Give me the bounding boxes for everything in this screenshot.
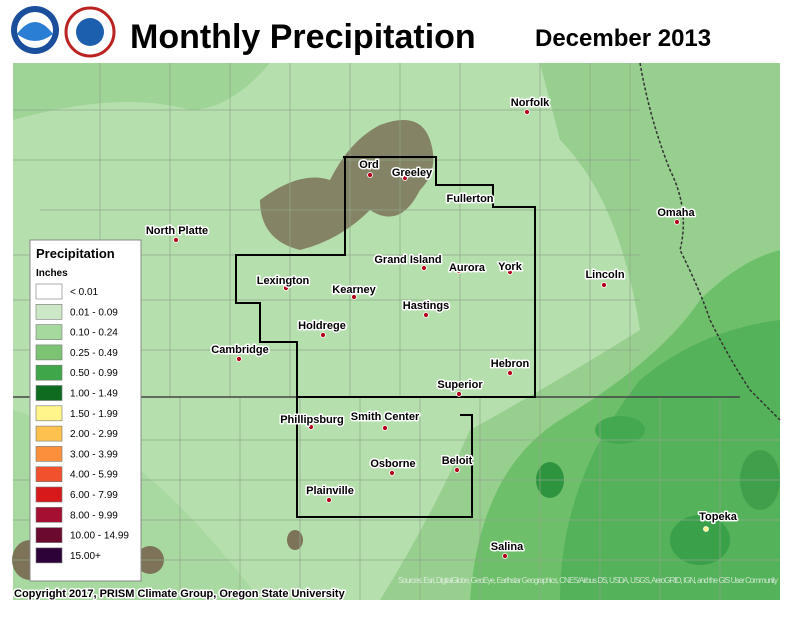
legend-label: 1.00 - 1.49	[70, 389, 118, 400]
city-label: Beloit	[442, 455, 473, 467]
title: Monthly Precipitation	[130, 18, 476, 56]
city-marker	[456, 268, 462, 274]
legend-swatch	[35, 547, 63, 564]
legend-swatch	[35, 425, 63, 442]
city-marker	[326, 497, 332, 503]
legend-label: 0.01 - 0.09	[70, 307, 118, 318]
city-label: Lexington	[257, 275, 310, 287]
city-label: Plainville	[306, 485, 354, 497]
city-label: Topeka	[699, 511, 738, 523]
city-label: Holdrege	[298, 320, 346, 332]
city-marker	[456, 391, 462, 397]
legend-label: 10.00 - 14.99	[70, 531, 129, 542]
city-marker	[502, 553, 508, 559]
legend-label: 15.00+	[70, 551, 101, 562]
legend-swatch	[35, 344, 63, 361]
city-marker	[236, 356, 242, 362]
legend-swatch	[35, 303, 63, 320]
legend-swatch	[35, 466, 63, 483]
city-label: Osborne	[370, 458, 415, 470]
city-label: Smith Center	[351, 411, 420, 423]
city-marker	[601, 282, 607, 288]
legend-swatch	[35, 446, 63, 462]
legend-units: Inches	[36, 268, 68, 279]
city-marker	[454, 467, 460, 473]
city-marker	[308, 424, 314, 430]
legend-label: 0.25 - 0.49	[70, 348, 118, 359]
legend-swatch	[35, 385, 63, 401]
legend-label: 0.10 - 0.24	[70, 328, 118, 339]
legend-label: 2.00 - 2.99	[70, 429, 118, 440]
legend-label: 1.50 - 1.99	[70, 409, 118, 420]
city-marker	[507, 370, 513, 376]
legend-swatch	[35, 506, 63, 523]
city-marker	[389, 470, 395, 476]
city-label: Superior	[437, 379, 483, 391]
city-label: Phillipsburg	[280, 414, 344, 426]
city-label: Salina	[491, 541, 524, 553]
city-label: Grand Island	[374, 254, 441, 266]
city-label: Kearney	[332, 284, 376, 296]
date: December 2013	[535, 25, 711, 52]
city-marker	[507, 269, 513, 275]
city-marker	[462, 197, 468, 203]
legend-label: 4.00 - 5.99	[70, 470, 118, 481]
city-marker	[351, 294, 357, 300]
legend-swatch	[35, 527, 63, 543]
copyright: Copyright 2017, PRISM Climate Group, Ore…	[14, 588, 346, 600]
legend-label: 0.50 - 0.99	[70, 368, 118, 379]
city-label: Aurora	[449, 262, 486, 274]
city-marker	[524, 109, 530, 115]
nws-logo	[64, 6, 116, 58]
attribution: Sources: Esri, DigitalGlobe, GeoEye, Ear…	[398, 576, 778, 585]
legend: Precipitation Inches < 0.01 0.01 - 0.09 0.…	[29, 239, 142, 582]
legend-label: 6.00 - 7.99	[70, 490, 118, 501]
city-marker	[367, 172, 373, 178]
legend-swatch	[35, 324, 63, 340]
city-marker	[402, 175, 408, 181]
legend-label: 3.00 - 3.99	[70, 449, 118, 460]
city-marker	[283, 285, 289, 291]
city-marker	[423, 312, 429, 318]
legend-swatch	[35, 283, 63, 300]
city-marker	[173, 237, 179, 243]
city-marker	[703, 526, 709, 532]
city-marker	[382, 425, 388, 431]
map-area	[12, 62, 781, 600]
city-label: Cambridge	[211, 344, 268, 356]
city-label: Fullerton	[446, 193, 493, 205]
noaa-logo	[11, 6, 59, 54]
city-marker	[320, 332, 326, 338]
city-marker	[421, 265, 427, 271]
legend-title: Precipitation	[36, 246, 115, 261]
legend-label: 8.00 - 9.99	[70, 510, 118, 521]
legend-label: < 0.01	[70, 287, 99, 298]
city-label: Greeley	[392, 167, 433, 179]
city-marker	[674, 219, 680, 225]
legend-swatch	[35, 405, 63, 422]
legend-swatch	[35, 364, 63, 381]
city-label: North Platte	[146, 225, 208, 237]
city-label: Hebron	[491, 358, 530, 370]
city-label: Norfolk	[511, 97, 550, 109]
city-label: Ord	[359, 159, 379, 171]
city-label: York	[498, 261, 523, 273]
city-label: Omaha	[657, 207, 695, 219]
city-label: Hastings	[403, 300, 449, 312]
city-label: Lincoln	[585, 269, 624, 281]
legend-swatch	[35, 486, 63, 503]
